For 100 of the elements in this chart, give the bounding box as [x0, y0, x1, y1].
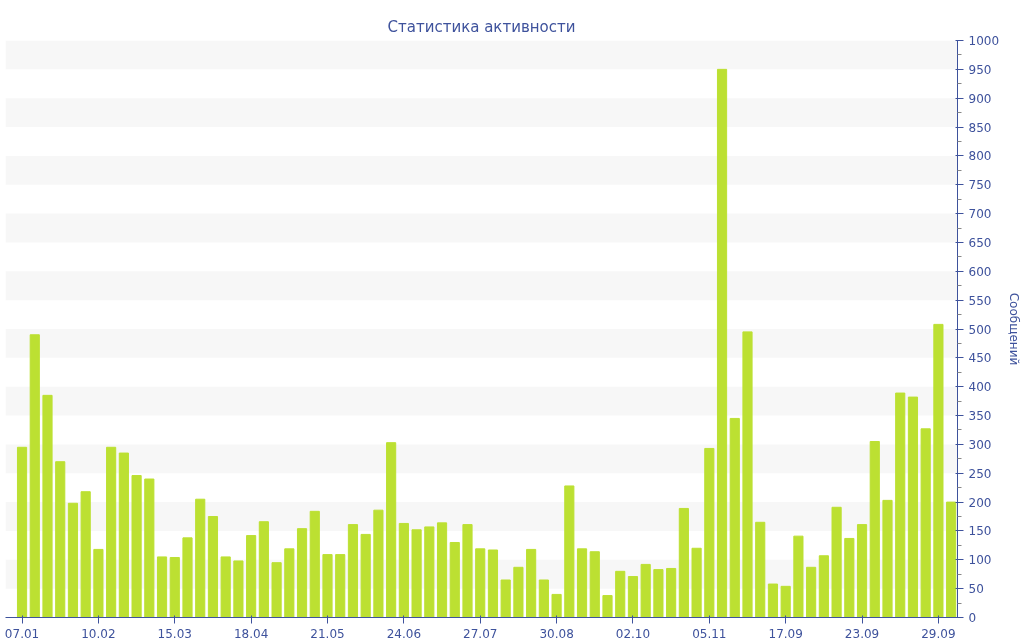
bar — [907, 396, 919, 618]
x-tick-label: 23.09 — [844, 626, 880, 640]
bar — [118, 452, 129, 618]
y-tick-label: 550 — [968, 293, 992, 308]
bar — [93, 548, 104, 618]
y-tick-label: 800 — [968, 149, 992, 164]
y-tick-label: 950 — [968, 62, 992, 77]
bar — [678, 507, 689, 618]
bar — [869, 441, 880, 618]
bar — [946, 501, 957, 618]
x-tick-label: 29.09 — [921, 626, 956, 640]
bar — [258, 521, 269, 618]
bar — [576, 548, 588, 618]
bar — [564, 485, 575, 618]
y-tick-label: 250 — [968, 466, 992, 481]
y-tick-label: 850 — [968, 120, 992, 135]
bar — [487, 549, 499, 618]
bar — [526, 548, 537, 618]
y-tick-label: 100 — [968, 553, 992, 568]
bar — [653, 569, 664, 618]
bar — [742, 331, 753, 618]
y-tick-label: 500 — [968, 322, 992, 337]
y-tick-label: 300 — [968, 437, 992, 452]
bar — [144, 478, 155, 618]
bar — [462, 524, 473, 618]
bar — [220, 556, 231, 618]
x-tick-label: 05.11 — [692, 626, 727, 640]
bar — [169, 556, 180, 618]
x-tick-label: 18.04 — [233, 626, 269, 640]
bar — [309, 510, 320, 618]
y-tick-label: 1000 — [968, 34, 1000, 48]
bar — [640, 563, 651, 618]
bar — [55, 461, 66, 618]
x-tick-label: 02.10 — [615, 626, 651, 640]
bar — [246, 535, 257, 618]
bar — [182, 537, 193, 618]
bar — [666, 567, 677, 618]
bar — [373, 509, 384, 618]
bar — [207, 516, 219, 618]
bar — [67, 502, 79, 618]
bar — [856, 524, 868, 618]
bar — [398, 522, 409, 618]
bar — [106, 446, 117, 618]
bar — [716, 68, 728, 618]
bar — [831, 506, 842, 618]
bar — [386, 442, 397, 618]
x-tick-label: 21.05 — [310, 626, 345, 640]
bar — [411, 529, 422, 618]
y-tick-label: 750 — [968, 178, 992, 193]
bar — [131, 475, 142, 618]
bar — [818, 555, 829, 618]
bar — [767, 583, 779, 618]
x-tick-label: 30.08 — [539, 626, 574, 640]
bar — [729, 417, 740, 618]
bar — [691, 547, 702, 618]
bar — [589, 551, 600, 618]
bar — [449, 541, 460, 618]
y-tick-label: 0 — [968, 611, 977, 625]
bar — [882, 499, 893, 618]
bar — [156, 556, 168, 618]
bar — [233, 560, 244, 618]
bar — [296, 528, 308, 618]
bar — [424, 526, 435, 618]
x-tick-label: 24.06 — [386, 626, 422, 640]
y-tick-label: 400 — [968, 380, 992, 395]
bar — [335, 554, 346, 618]
y-tick-label: 350 — [968, 409, 992, 424]
bar — [271, 562, 282, 618]
bar — [615, 570, 626, 618]
bar — [806, 566, 817, 618]
bar — [920, 428, 931, 618]
bar — [780, 585, 791, 618]
bar — [755, 521, 766, 618]
y-tick-label: 700 — [968, 207, 992, 222]
bar — [500, 579, 511, 618]
bar — [475, 548, 486, 618]
y-tick-label: 900 — [968, 91, 992, 106]
x-tick-label: 17.09 — [768, 626, 803, 640]
bar — [704, 447, 715, 618]
bar — [513, 566, 524, 618]
y-tick-label: 450 — [968, 351, 992, 366]
y-tick-label: 650 — [968, 235, 992, 250]
bar — [793, 535, 804, 618]
x-tick-label: 27.07 — [463, 626, 498, 640]
y-tick-label: 150 — [968, 524, 992, 539]
bar — [436, 522, 448, 618]
bar — [627, 576, 639, 618]
y-tick-label: 200 — [968, 495, 992, 510]
bar — [16, 446, 28, 618]
bar — [29, 334, 40, 618]
bar — [844, 537, 855, 618]
bar — [538, 579, 549, 618]
bar — [42, 394, 53, 618]
bar — [360, 533, 371, 618]
bar — [195, 498, 206, 618]
bar — [895, 392, 906, 618]
bar — [551, 593, 562, 618]
chart-title: Статистика активности — [387, 17, 576, 36]
bar — [602, 595, 613, 618]
bar — [284, 548, 295, 618]
